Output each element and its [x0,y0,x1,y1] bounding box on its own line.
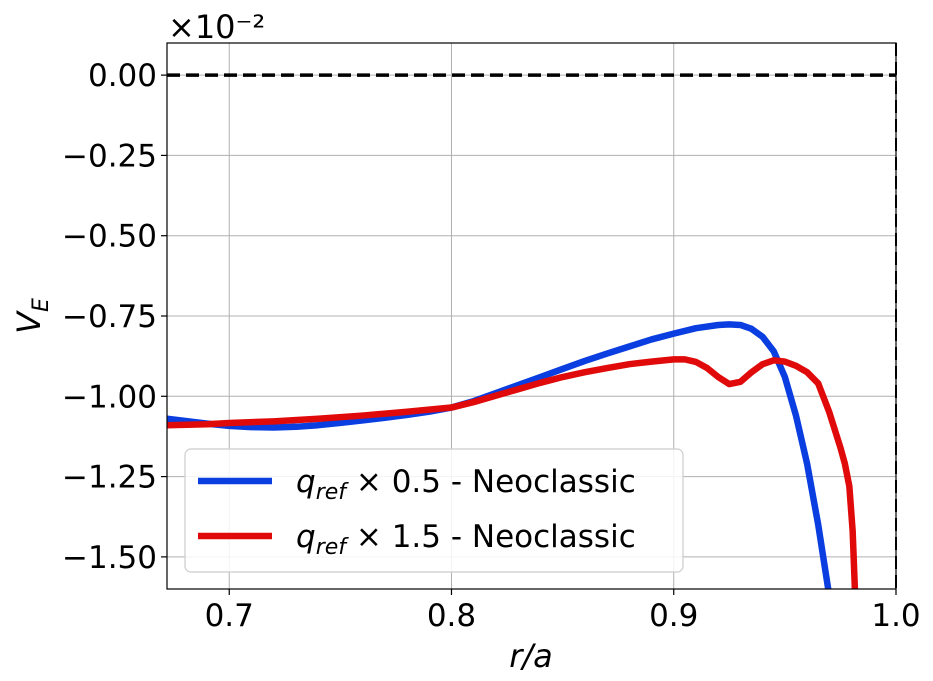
legend-label-1: qref × 1.5 - Neoclassic [296,519,636,560]
x-tick-label-1: 0.8 [427,598,476,634]
y-tick-label-4: −1.00 [62,379,157,415]
legend-box [184,448,684,573]
y-tick-label-5: −1.25 [62,460,157,496]
y-axis-ticks: 0.00 −0.25 −0.50 −0.75 −1.00 −1.25 −1.50 [62,58,167,576]
y-tick-label-0: 0.00 [88,58,157,94]
series-line-1 [166,356,859,590]
legend-label-0: qref × 0.5 - Neoclassic [296,464,636,505]
y-tick-label-3: −0.75 [62,299,157,335]
series-lines [166,321,859,590]
y-tick-label-2: −0.50 [62,219,157,255]
y-scale-label: ×10⁻² [168,8,265,46]
legend: qref × 0.5 - Neoclassic qref × 1.5 - Neoc… [184,448,684,573]
y-axis-label: VE [10,298,54,334]
y-axis-label-text: VE [10,298,54,334]
y-tick-label-1: −0.25 [62,138,157,174]
x-tick-label-2: 0.9 [649,598,698,634]
x-axis-label: r/a [509,637,553,675]
y-axis-label-subscript: E [29,298,54,312]
x-tick-label-3: 1.0 [871,598,920,634]
series-line-0 [166,321,832,590]
x-tick-label-0: 0.7 [205,598,254,634]
x-axis-ticks: 0.7 0.8 0.9 1.0 [205,589,921,634]
y-tick-label-6: −1.50 [62,540,157,576]
